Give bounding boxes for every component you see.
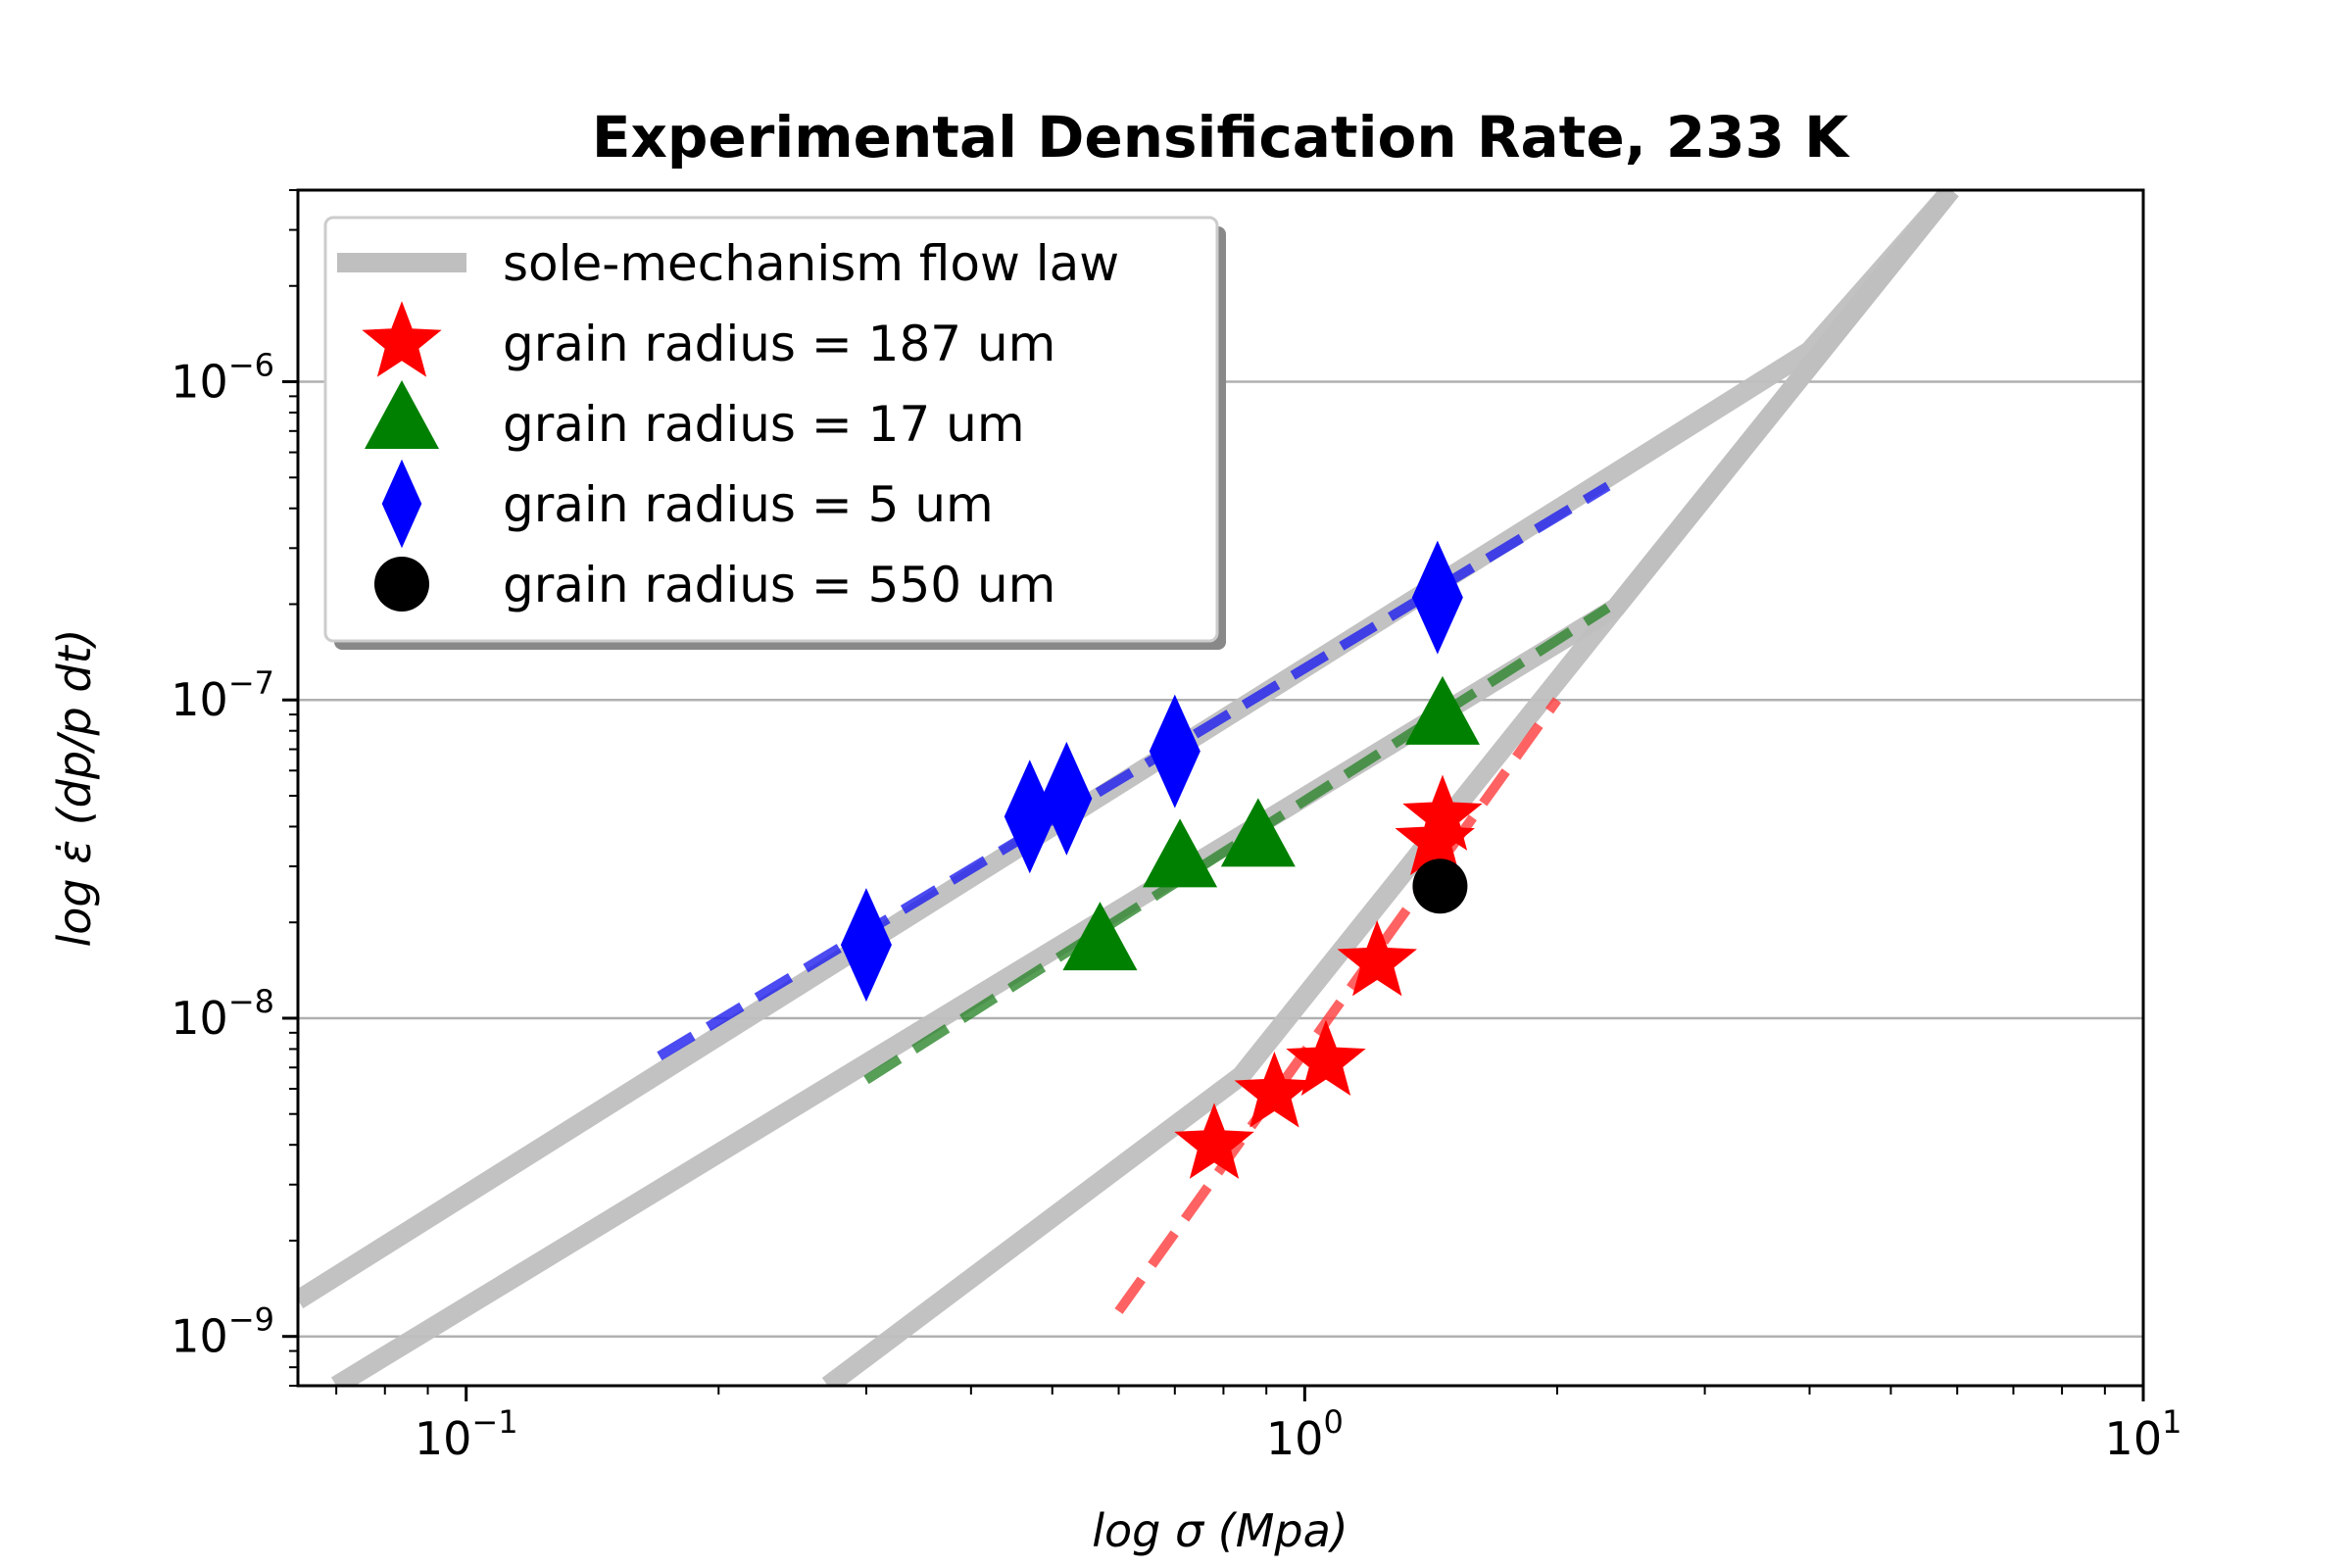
legend-box [323,216,1219,643]
fit-line [1114,697,1561,1314]
triangle-marker [1220,798,1296,867]
legend-circle-swatch [374,557,429,612]
circle-marker [1412,858,1468,914]
y-tick-label: 10−9 [171,1301,274,1363]
legend-entry-label: grain radius = 17 um [503,396,1025,453]
axis-ticks: 10−1 100 101 10−9 10−8 10−7 10−6 [171,189,2182,1465]
triangle-marker [1062,902,1138,971]
x-axis-label: log σ (Mpa) [1092,1504,1348,1557]
legend-entry-label: grain radius = 550 um [503,557,1055,613]
legend-diamond-swatch [381,459,422,549]
fit-line [863,603,1611,1085]
diamond-marker [1149,694,1200,808]
y-axis-label: log ε̇ (dp/p dt) [48,628,101,947]
legend-entry-label: grain radius = 187 um [503,316,1055,372]
diamond-marker [1004,760,1055,874]
star-marker [1402,774,1483,851]
chart-title: Experimental Densification Rate, 233 K [592,104,1850,171]
legend-triangle-swatch [365,380,439,449]
plot-frame [296,188,2145,1388]
star-marker [1174,1102,1254,1179]
diamond-marker [1041,741,1093,856]
star-marker [1234,1051,1315,1128]
triangle-marker [1404,675,1480,745]
star-marker [1337,919,1417,997]
diamond-marker [1411,540,1463,655]
triangle-marker [1143,818,1218,888]
star-marker [1286,1019,1366,1096]
legend-star-swatch [362,301,442,377]
y-tick-label: 10−6 [171,347,274,409]
x-tick-label: 10−1 [415,1403,518,1465]
diamond-marker [840,888,892,1003]
x-tick-label: 101 [2105,1403,2182,1465]
data-markers [840,540,1483,1179]
y-tick-label: 10−7 [171,664,274,726]
legend-entry-label: sole-mechanism flow law [503,235,1119,292]
y-tick-label: 10−8 [171,983,274,1045]
legend: sole-mechanism flow law grain radius = 18… [323,216,1226,650]
x-tick-label: 100 [1266,1403,1344,1465]
legend-entry-label: grain radius = 5 um [503,476,994,533]
